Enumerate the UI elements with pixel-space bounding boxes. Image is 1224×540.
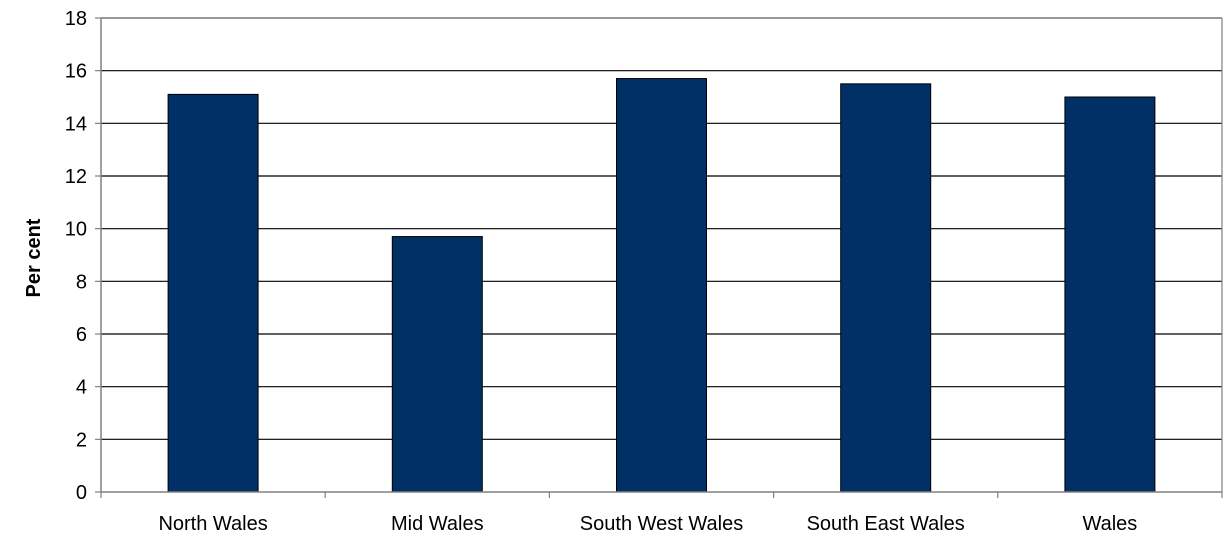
x-category-label: South West Wales [580,513,743,535]
y-tick-label: 12 [65,166,87,188]
bar [167,93,259,493]
x-category-label: Mid Wales [391,513,484,535]
y-tick-label: 6 [76,324,87,346]
axes [95,17,1223,498]
y-tick-labels: 0 2 4 6 8 10 12 14 16 18 [65,8,87,504]
bar [391,236,483,493]
y-tick-label: 16 [65,61,87,83]
x-category-label: North Wales [158,513,267,535]
y-tick-label: 0 [76,482,87,504]
x-category-label: Wales [1082,513,1137,535]
y-tick-label: 14 [65,113,87,135]
y-tick-label: 4 [76,377,87,399]
x-category-labels: North Wales Mid Wales South West Wales Sout… [158,513,1137,535]
y-tick-label: 18 [65,8,87,30]
y-tick-label: 2 [76,429,87,451]
y-axis-title: Per cent [23,218,45,297]
y-tick-label: 8 [76,271,87,293]
y-tick-label: 10 [65,219,87,241]
bar [840,83,932,493]
bar [1064,96,1156,493]
bars [167,78,1156,493]
x-category-label: South East Wales [807,513,965,535]
bar [616,78,707,493]
